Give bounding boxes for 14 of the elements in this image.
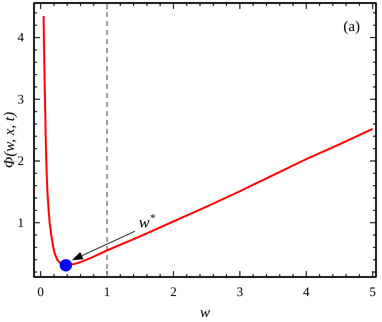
y-tick-label: 2 [18,153,24,168]
y-axis-title: Φ(w, x, t) [2,112,18,168]
annotation: (a) [343,19,360,35]
annotation: w$^{*}$ [138,212,156,232]
x-tick-label: 1 [104,284,110,300]
x-tick-label: 4 [303,284,310,300]
x-tick-label: 0 [37,284,44,300]
x-tick-label: 2 [170,284,177,300]
x-tick-label: 5 [369,284,376,300]
y-tick-label: 3 [18,91,24,106]
x-axis-title: w [200,305,210,321]
x-tick-label: 3 [236,284,244,300]
y-tick-label: 4 [18,30,24,45]
y-tick-label: 1 [18,214,24,230]
